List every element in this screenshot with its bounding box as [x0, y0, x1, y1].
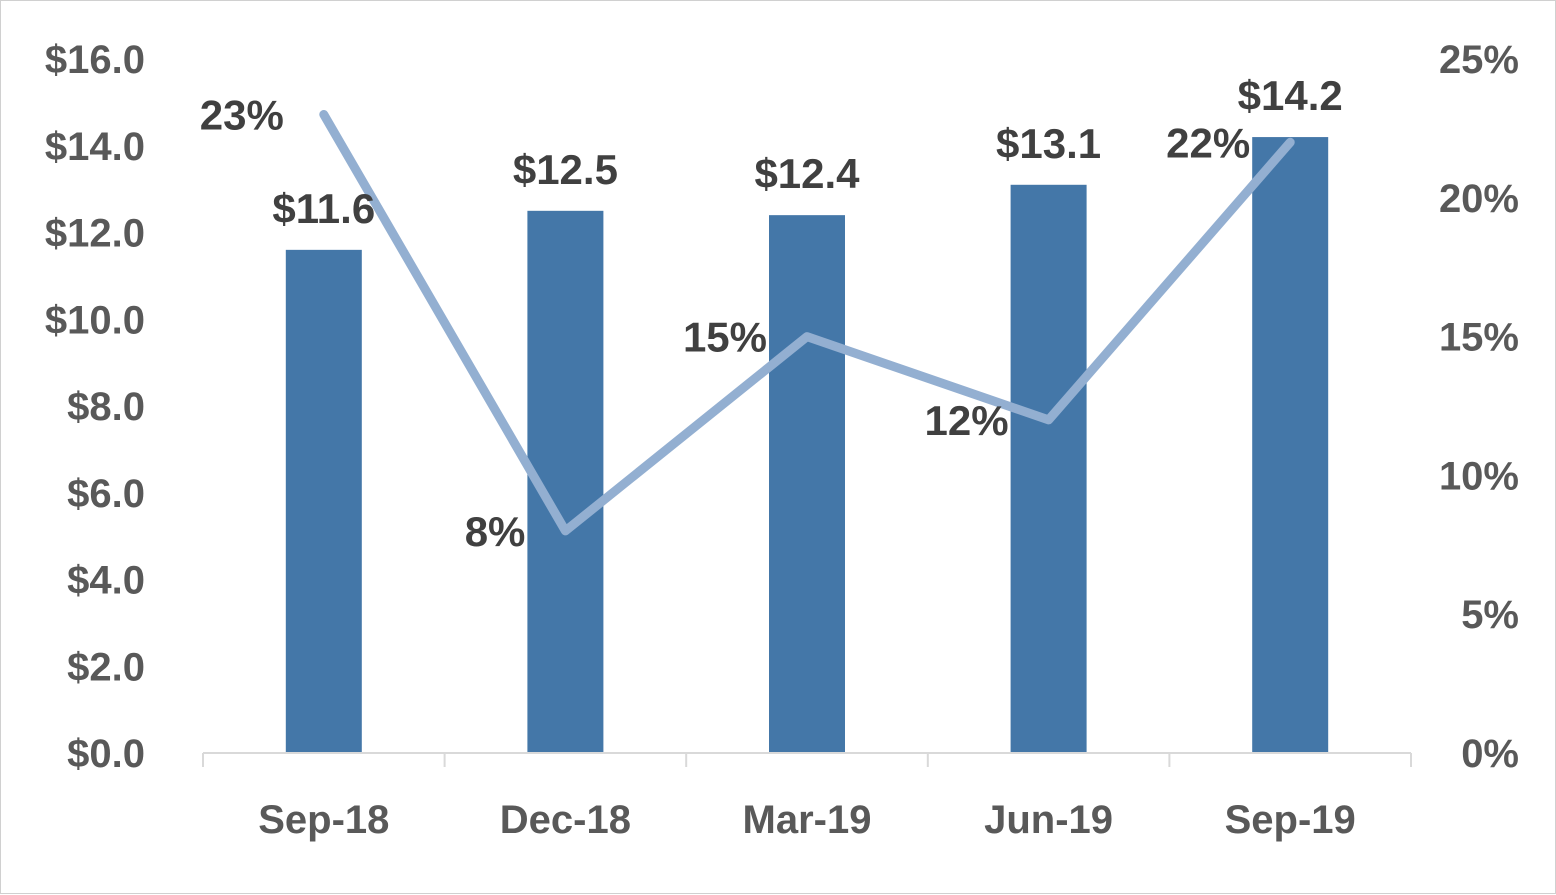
right-axis-tick-label: 10%	[1439, 454, 1519, 498]
right-axis-tick-label: 5%	[1461, 593, 1519, 637]
left-axis-tick-label: $2.0	[67, 645, 145, 689]
left-axis-tick-label: $14.0	[45, 125, 145, 169]
category-label: Dec-18	[500, 798, 631, 842]
bar	[1252, 137, 1329, 753]
bar-data-label: $12.5	[513, 146, 618, 193]
right-axis-tick-label: 25%	[1439, 38, 1519, 82]
left-axis-tick-label: $10.0	[45, 298, 145, 342]
line-data-label: 22%	[1166, 119, 1250, 166]
category-label: Sep-19	[1225, 798, 1356, 842]
bar-data-label: $12.4	[754, 150, 860, 197]
bar-data-label: $14.2	[1238, 72, 1343, 119]
line-data-label: 12%	[925, 397, 1009, 444]
growth-line	[319, 110, 1295, 536]
line-data-label: 23%	[200, 92, 284, 139]
bar	[1010, 184, 1087, 754]
bar	[285, 249, 362, 753]
left-axis-tick-label: $16.0	[45, 38, 145, 82]
category-label: Jun-19	[984, 798, 1113, 842]
right-axis-tick-label: 15%	[1439, 316, 1519, 360]
left-axis-tick-label: $8.0	[67, 385, 145, 429]
bar	[769, 215, 845, 753]
left-axis-tick-label: $4.0	[67, 559, 145, 603]
left-axis-tick-label: $0.0	[67, 732, 145, 776]
category-label: Sep-18	[258, 798, 389, 842]
left-axis-tick-label: $12.0	[45, 212, 145, 256]
bar-data-label: $11.6	[272, 185, 375, 232]
bar-data-label: $13.1	[996, 120, 1101, 167]
left-axis-tick-label: $6.0	[67, 472, 145, 516]
category-label: Mar-19	[743, 798, 872, 842]
line-data-label: 15%	[683, 314, 767, 361]
line-data-label: 8%	[465, 508, 526, 555]
right-axis-tick-label: 20%	[1439, 177, 1519, 221]
right-axis-tick-label: 0%	[1461, 732, 1519, 776]
